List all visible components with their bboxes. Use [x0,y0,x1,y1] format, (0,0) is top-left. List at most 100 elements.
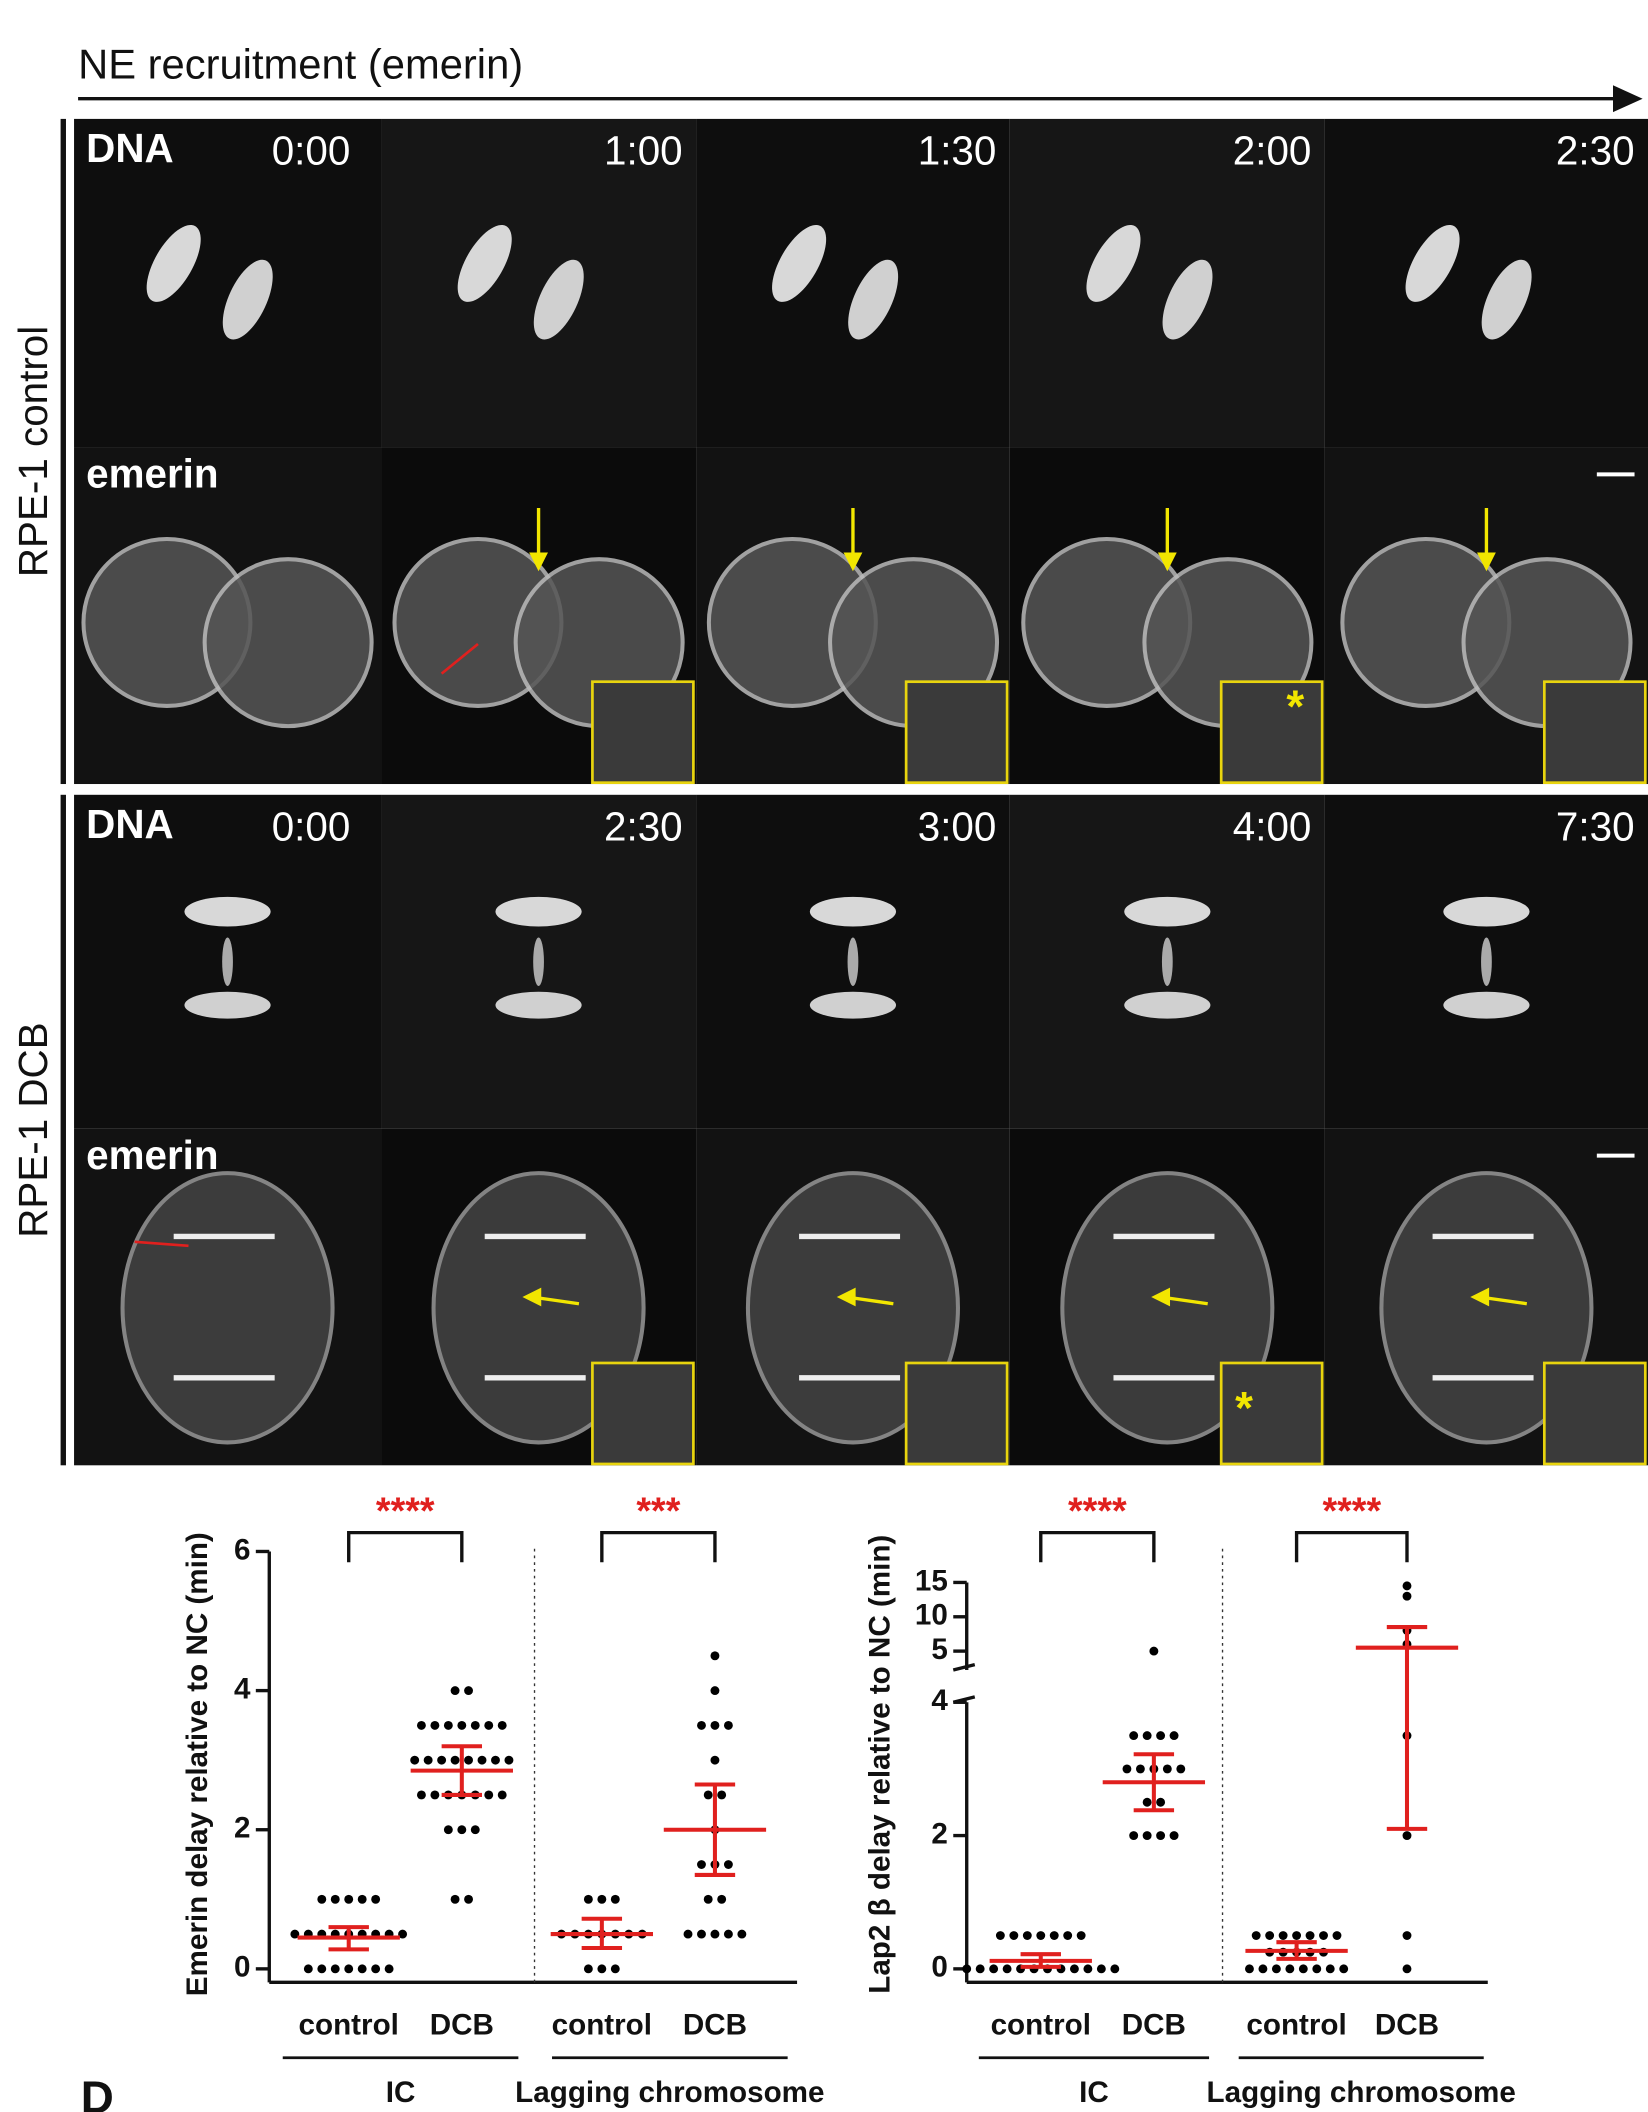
data-point [1135,1764,1145,1774]
data-point [1169,1831,1179,1841]
inset [591,1361,695,1466]
time-label: 2:30 [1556,128,1635,174]
chromatin [772,224,827,302]
data-point [371,1894,381,1904]
data-point [330,1964,340,1974]
data-point [443,1825,453,1835]
x-tick-label: control [991,2009,1091,2042]
y-tick-label: 0 [931,1951,947,1984]
y-tick-label: 4 [931,1684,948,1717]
data-point [1122,1764,1132,1774]
data-point [1142,1831,1152,1841]
data-point [703,1894,713,1904]
chromatin [495,991,582,1019]
chromatin [809,991,897,1019]
data-point [710,1929,720,1939]
data-point [344,1894,354,1904]
inset-marker: * [1286,681,1304,732]
data-point [989,1964,999,1974]
data-point [371,1964,381,1974]
group-label: IC [386,2076,416,2109]
inset [1219,1361,1324,1466]
chromatin [848,259,899,340]
data-point [975,1964,985,1974]
data-point [317,1894,327,1904]
data-point [1265,1931,1275,1940]
data-point [1049,1931,1059,1940]
data-point [1285,1964,1295,1974]
data-point [330,1894,340,1904]
chromatin [1443,991,1530,1019]
data-point [1402,1931,1412,1940]
data-point [303,1964,313,1974]
inset [904,1361,1009,1466]
data-point [384,1964,394,1974]
micrograph-dna [381,118,697,448]
data-point [497,1790,507,1800]
data-point [1129,1831,1139,1841]
inset [904,680,1009,785]
time-label: 7:30 [1556,803,1635,849]
data-point [1402,1591,1412,1601]
row-bracket [60,794,66,1466]
chromatin [1162,259,1213,340]
data-point [610,1894,620,1904]
data-point [703,1790,713,1800]
inset-marker: * [1235,1383,1253,1434]
data-point [710,1651,720,1661]
data-point [497,1720,507,1730]
data-point [1063,1931,1073,1940]
arrow-yellow-head [836,1287,856,1307]
data-point [1251,1931,1261,1940]
data-point [723,1720,733,1730]
y-tick-label: 6 [234,1533,250,1566]
data-point [697,1860,706,1869]
time-label: 4:00 [1233,803,1312,849]
x-tick-label: control [299,2009,399,2042]
data-point [430,1790,440,1800]
channel-label: emerin [86,451,218,497]
time-label: 0:00 [272,803,351,849]
data-point [1169,1731,1179,1741]
data-point [443,1720,453,1730]
axis-break [952,1662,976,1672]
data-point [357,1894,367,1904]
data-point [484,1720,494,1730]
data-point [1096,1964,1106,1974]
significance-bracket [1039,1530,1156,1563]
significance-label: **** [1322,1490,1381,1532]
chromatin [1124,991,1211,1019]
cell [202,557,374,729]
panel-letter: D [81,2072,114,2112]
data-point [1258,1964,1268,1974]
data-point [723,1860,733,1869]
time-label: 2:00 [1233,128,1312,174]
x-tick-label: control [1246,2009,1346,2042]
data-point [1022,1931,1032,1940]
data-point [464,1894,473,1904]
data-point [470,1825,480,1835]
time-label: 1:00 [604,128,683,174]
data-point [710,1720,720,1730]
cell [120,1171,335,1445]
inset [1542,1361,1647,1466]
inset [1542,680,1647,785]
data-point [1278,1931,1288,1940]
data-point [1305,1931,1315,1940]
data-point [962,1964,972,1974]
micrograph-dna [1009,118,1325,448]
data-point [1142,1731,1152,1741]
data-point [1332,1931,1342,1940]
data-point [1312,1964,1322,1974]
data-point [1142,1797,1152,1807]
x-tick-label: DCB [1375,2009,1439,2042]
x-tick-label: DCB [1122,2009,1186,2042]
data-point [717,1790,727,1800]
significance-bracket [347,1530,464,1563]
data-point [1176,1764,1186,1774]
chromatin [146,224,201,302]
y-tick-label: 4 [234,1672,251,1705]
data-point [717,1894,727,1904]
